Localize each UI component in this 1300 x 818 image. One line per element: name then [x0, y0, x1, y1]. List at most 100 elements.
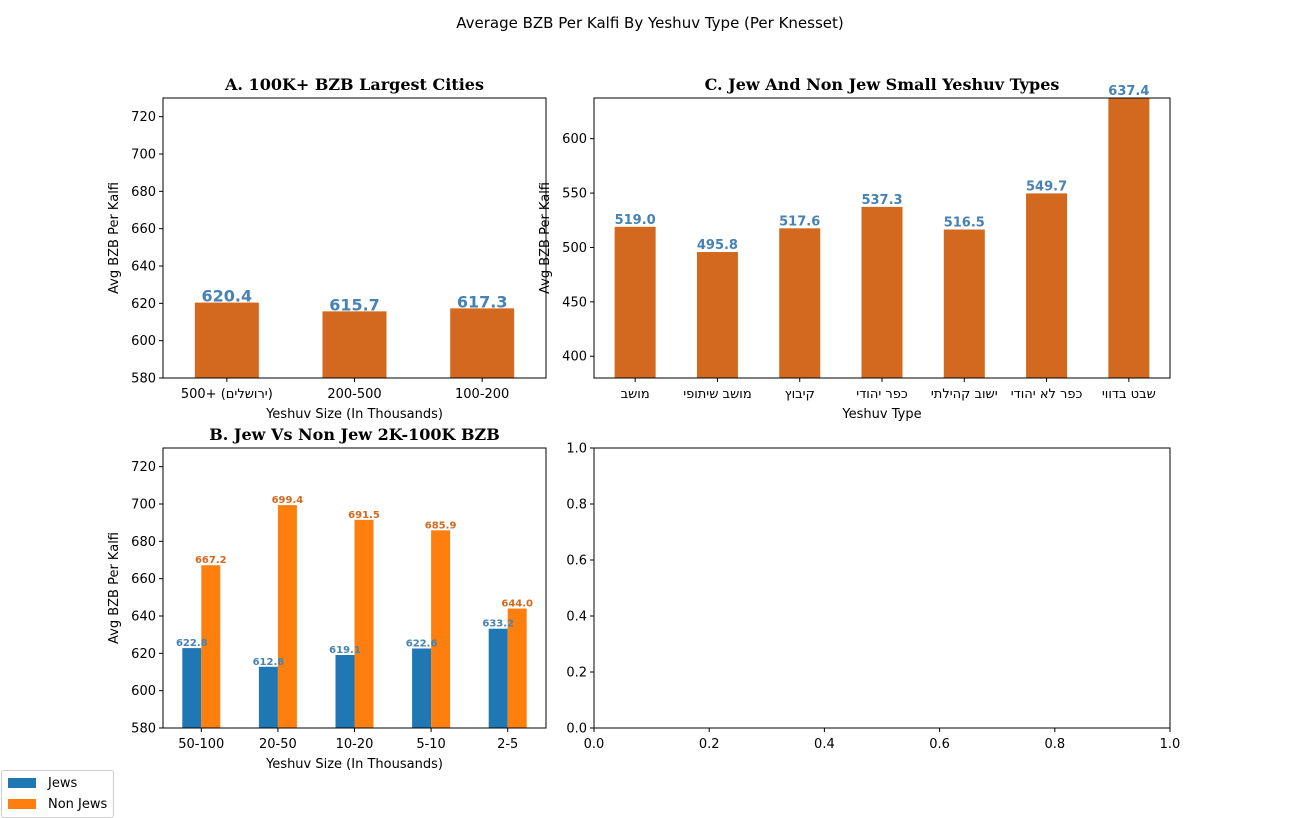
legend-item-non-jews: Non Jews [8, 796, 107, 812]
panel-a-ylabel: Avg BZB Per Kalfi [107, 182, 122, 294]
panel-c-bar [1108, 98, 1150, 378]
panel-b-xtick-label: 20-50 [259, 737, 297, 752]
panel-b-value-label-non-jews: 699.4 [272, 495, 304, 506]
panel-c-value-label: 549.7 [1026, 179, 1067, 194]
panel-b-y-ticks: 580 600 620 640 660 680 700 720 [131, 460, 163, 737]
panel-d: 0.0 0.2 0.4 0.6 0.8 1.0 0.0 0.2 0.4 0.6 0.8 1.0 [566, 442, 1180, 753]
panel-d-ytick-label: 0.2 [566, 666, 587, 681]
panel-a-xlabel: Yeshuv Size (In Thousands) [265, 407, 443, 422]
panel-c-xtick-label: כפר לא יהודי [1011, 387, 1083, 402]
panel-b-bar-jews [335, 655, 355, 728]
panel-b-bar-non-jews [201, 565, 221, 728]
panel-b-value-label-non-jews: 691.5 [348, 510, 380, 521]
legend: Jews Non Jews [1, 770, 114, 818]
panel-c-value-label: 537.3 [861, 193, 902, 208]
panel-b-xtick-label: 10-20 [336, 737, 374, 752]
legend-label-jews: Jews [48, 775, 78, 791]
panel-b-value-label-jews: 633.2 [482, 619, 514, 630]
panel-c-value-label: 637.4 [1108, 84, 1149, 99]
panel-c-bars [614, 98, 1150, 378]
panel-b-ytick-label: 700 [131, 498, 156, 513]
panel-d-frame [593, 447, 1171, 729]
panel-c-xtick-label: מושב [621, 387, 650, 402]
panel-d-ytick-label: 0.4 [566, 610, 587, 625]
panel-d-xtick-label: 0.2 [699, 737, 720, 752]
panel-d-ytick-label: 0.8 [566, 498, 587, 513]
panel-b-xtick-label: 5-10 [416, 737, 446, 752]
panel-b-ylabel: Avg BZB Per Kalfi [107, 532, 122, 644]
panel-b-value-label-jews: 622.8 [176, 638, 208, 649]
panel-b-title: B. Jew Vs Non Jew 2K-100K BZB [209, 425, 499, 444]
panel-d-y-ticks: 0.0 0.2 0.4 0.6 0.8 1.0 [566, 442, 594, 737]
panel-c-value-label: 516.5 [944, 216, 985, 231]
legend-label-non-jews: Non Jews [48, 796, 108, 812]
panel-a-xtick-label: 500+ (ירושלים) [181, 387, 273, 402]
panel-c-bar [1026, 193, 1068, 378]
panel-a-ytick-label: 720 [131, 110, 156, 125]
panel-c-bar [779, 228, 821, 378]
panel-b-frame [162, 447, 547, 729]
panel-a-x-ticks: 500+ (ירושלים) 200-500 100-200 [181, 378, 509, 402]
panel-b-value-labels: 622.8 667.2 612.8 699.4 619.1 691.5 622.6 685.9… [176, 495, 533, 668]
panel-d-ytick-label: 0.6 [566, 554, 587, 569]
panel-a-bar [322, 311, 387, 378]
panel-a-bar [450, 308, 515, 378]
panel-a-bar [194, 302, 259, 378]
panel-b-xlabel: Yeshuv Size (In Thousands) [265, 757, 443, 772]
panel-b-xtick-label: 2-5 [497, 737, 518, 752]
panel-c-bar [614, 226, 656, 378]
panel-b-bar-non-jews [354, 519, 374, 728]
panel-c-title: C. Jew And Non Jew Small Yeshuv Types [705, 75, 1060, 94]
panel-c-value-label: 495.8 [697, 238, 738, 253]
panel-c-xtick-label: קיבוץ [785, 387, 815, 402]
panel-d-ytick-label: 1.0 [566, 442, 587, 457]
panel-c-xtick-label: ישוב קהילתי [931, 387, 998, 402]
panel-a-ytick-label: 640 [131, 260, 156, 275]
panel-c-xtick-label: שבט בדווי [1102, 387, 1156, 402]
panel-a: A. 100K+ BZB Largest Cities 620.4 615.7 61… [107, 75, 547, 422]
panel-a-bars [194, 302, 515, 378]
panel-a-ytick-label: 580 [131, 372, 156, 387]
panel-b-ytick-label: 660 [131, 572, 156, 587]
panel-b-value-label-jews: 622.6 [406, 638, 438, 649]
panel-b-bar-jews [412, 648, 432, 728]
panel-b-bar-jews [182, 648, 202, 728]
panel-b-bar-non-jews [507, 608, 527, 728]
panel-c-value-labels: 519.0 495.8 517.6 537.3 516.5 549.7 637.4 [615, 84, 1150, 253]
panel-c-y-ticks: 400 450 500 550 600 [562, 132, 594, 365]
panel-a-ytick-label: 680 [131, 185, 156, 200]
figure-suptitle: Average BZB Per Kalfi By Yeshuv Type (Pe… [456, 14, 844, 32]
panel-b-ytick-label: 680 [131, 535, 156, 550]
panel-c: C. Jew And Non Jew Small Yeshuv Types 51… [538, 75, 1171, 422]
panel-b-ytick-label: 640 [131, 610, 156, 625]
panel-d-xtick-label: 0.8 [1044, 737, 1065, 752]
legend-item-jews: Jews [8, 775, 77, 791]
panel-b-ytick-label: 720 [131, 460, 156, 475]
panel-c-xtick-label: כפר יהודי [856, 387, 908, 402]
panel-c-frame [593, 97, 1171, 379]
panel-b-value-label-non-jews: 685.9 [425, 520, 457, 531]
legend-swatch-jews [8, 778, 36, 788]
panel-a-frame [162, 97, 547, 379]
panel-b-bar-jews [258, 666, 278, 728]
panel-d-xtick-label: 0.0 [584, 737, 605, 752]
panel-b-x-ticks: 50-100 20-50 10-20 5-10 2-5 [178, 728, 518, 752]
panel-c-xlabel: Yeshuv Type [841, 407, 921, 422]
panel-a-ytick-label: 660 [131, 222, 156, 237]
panel-c-ytick-label: 400 [562, 350, 587, 365]
panel-b-value-label-jews: 612.8 [253, 657, 285, 668]
panel-c-bar [696, 252, 738, 378]
panel-b-value-label-jews: 619.1 [329, 645, 361, 656]
panel-b-bars [182, 505, 527, 728]
panel-c-xtick-label: מושב שיתופי [683, 387, 751, 402]
panel-d-xtick-label: 1.0 [1160, 737, 1181, 752]
panel-b-ytick-label: 580 [131, 722, 156, 737]
panel-a-y-ticks: 580 600 620 640 660 680 700 720 [131, 110, 163, 387]
panel-c-ytick-label: 450 [562, 295, 587, 310]
panel-a-xtick-label: 100-200 [455, 387, 509, 402]
panel-a-ytick-label: 620 [131, 297, 156, 312]
panel-d-ytick-label: 0.0 [566, 722, 587, 737]
panel-b-bar-non-jews [431, 530, 451, 728]
panel-d-x-ticks: 0.0 0.2 0.4 0.6 0.8 1.0 [584, 728, 1181, 752]
